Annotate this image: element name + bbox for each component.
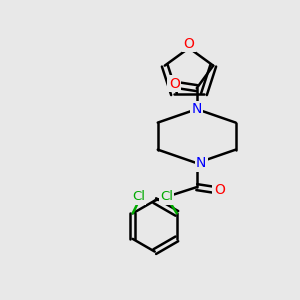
Text: O: O [184, 37, 194, 50]
Text: O: O [214, 183, 225, 197]
Text: N: N [192, 102, 202, 116]
Text: N: N [196, 156, 206, 170]
Text: Cl: Cl [132, 190, 145, 203]
Text: Cl: Cl [160, 190, 173, 203]
Text: O: O [169, 76, 180, 91]
